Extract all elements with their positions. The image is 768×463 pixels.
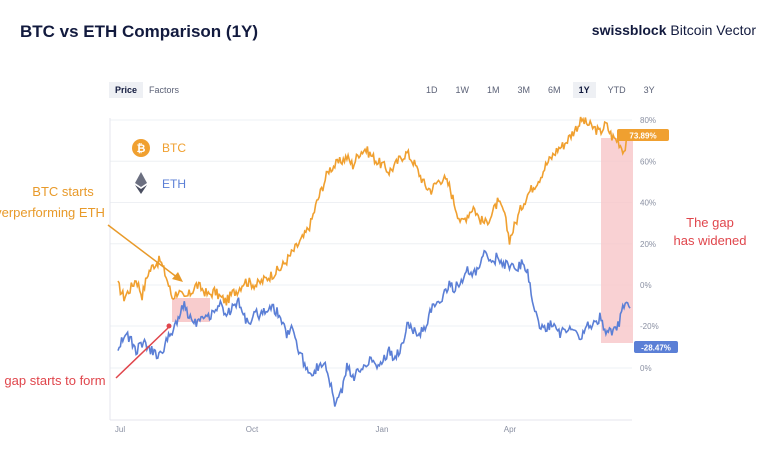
tab-price[interactable]: Price (109, 82, 144, 98)
eth-end-value: -28.47% (641, 344, 671, 353)
ethereum-icon-lower (135, 185, 147, 194)
annotation-btc-starts-2: verperforming ETH (0, 205, 105, 220)
y-tick-label: 20% (640, 240, 656, 249)
y-tick-label: 40% (640, 199, 656, 208)
range-1d[interactable]: 1D (426, 85, 438, 95)
brand-product: Bitcoin Vector (666, 22, 756, 38)
annotation-arrow-gap (115, 327, 169, 379)
x-tick-label: Jul (115, 425, 125, 434)
x-tick-label: Apr (504, 425, 517, 434)
annotation-btc-starts-1: BTC starts (32, 184, 94, 199)
range-3m[interactable]: 3M (517, 85, 531, 95)
annotation-arrowhead-btc (172, 272, 183, 282)
ethereum-icon (135, 172, 147, 187)
annotation-arrowhead-gap (166, 323, 172, 329)
bitcoin-symbol: ₿ (137, 143, 146, 155)
btc-end-badge (617, 129, 669, 141)
eth-end-badge (634, 341, 678, 353)
grid-lines (110, 119, 632, 369)
bitcoin-icon (132, 139, 150, 157)
eth-series-line (117, 249, 631, 407)
y-tick-label: 80% (640, 116, 656, 125)
range-ytd[interactable]: YTD (607, 85, 626, 95)
range-1y[interactable]: 1Y (572, 82, 596, 98)
eth-end-label: -28.47% (634, 341, 678, 353)
y-tick-label: 60% (640, 157, 656, 166)
annotation-gap-widened-2: has widened (674, 233, 747, 248)
btc-series-line (117, 116, 631, 306)
range-3y[interactable]: 3Y (643, 85, 655, 95)
x-tick-label: Jan (376, 425, 389, 434)
range-selector: 1D 1W 1M 3M 6M 1Y YTD 3Y (420, 82, 667, 98)
gap-shade-end (601, 138, 633, 343)
tab-factors[interactable]: Factors (149, 85, 180, 95)
brand-name: swissblock (591, 22, 667, 38)
annotation-gap-forms: gap starts to form (4, 373, 105, 388)
page-title: BTC vs ETH Comparison (1Y) (20, 22, 259, 41)
legend-eth: ETH (135, 172, 186, 194)
range-1m[interactable]: 1M (487, 85, 500, 95)
y-axis-ticks: 80% 60% 40% 20% 0% -20% 0% (640, 116, 659, 373)
y-tick-label: -20% (640, 322, 659, 331)
btc-end-value: 73.89% (629, 132, 656, 141)
range-6m[interactable]: 6M (548, 85, 561, 95)
btc-end-label: 73.89% (617, 129, 669, 141)
annotation-gap-widened-1: The gap (686, 215, 734, 230)
x-tick-label: Oct (246, 425, 259, 434)
legend-btc-label: BTC (162, 141, 186, 155)
annotation-arrow-btc (107, 224, 179, 279)
legend-eth-label: ETH (162, 177, 186, 191)
y-tick-label: 0% (640, 281, 652, 290)
legend-btc: ₿ BTC (132, 139, 186, 157)
range-1w[interactable]: 1W (455, 85, 470, 95)
x-axis-ticks: Jul Oct Jan Apr (115, 425, 517, 434)
brand-logo: swissblock Bitcoin Vector (592, 22, 756, 38)
y-tick-label: 0% (640, 364, 652, 373)
